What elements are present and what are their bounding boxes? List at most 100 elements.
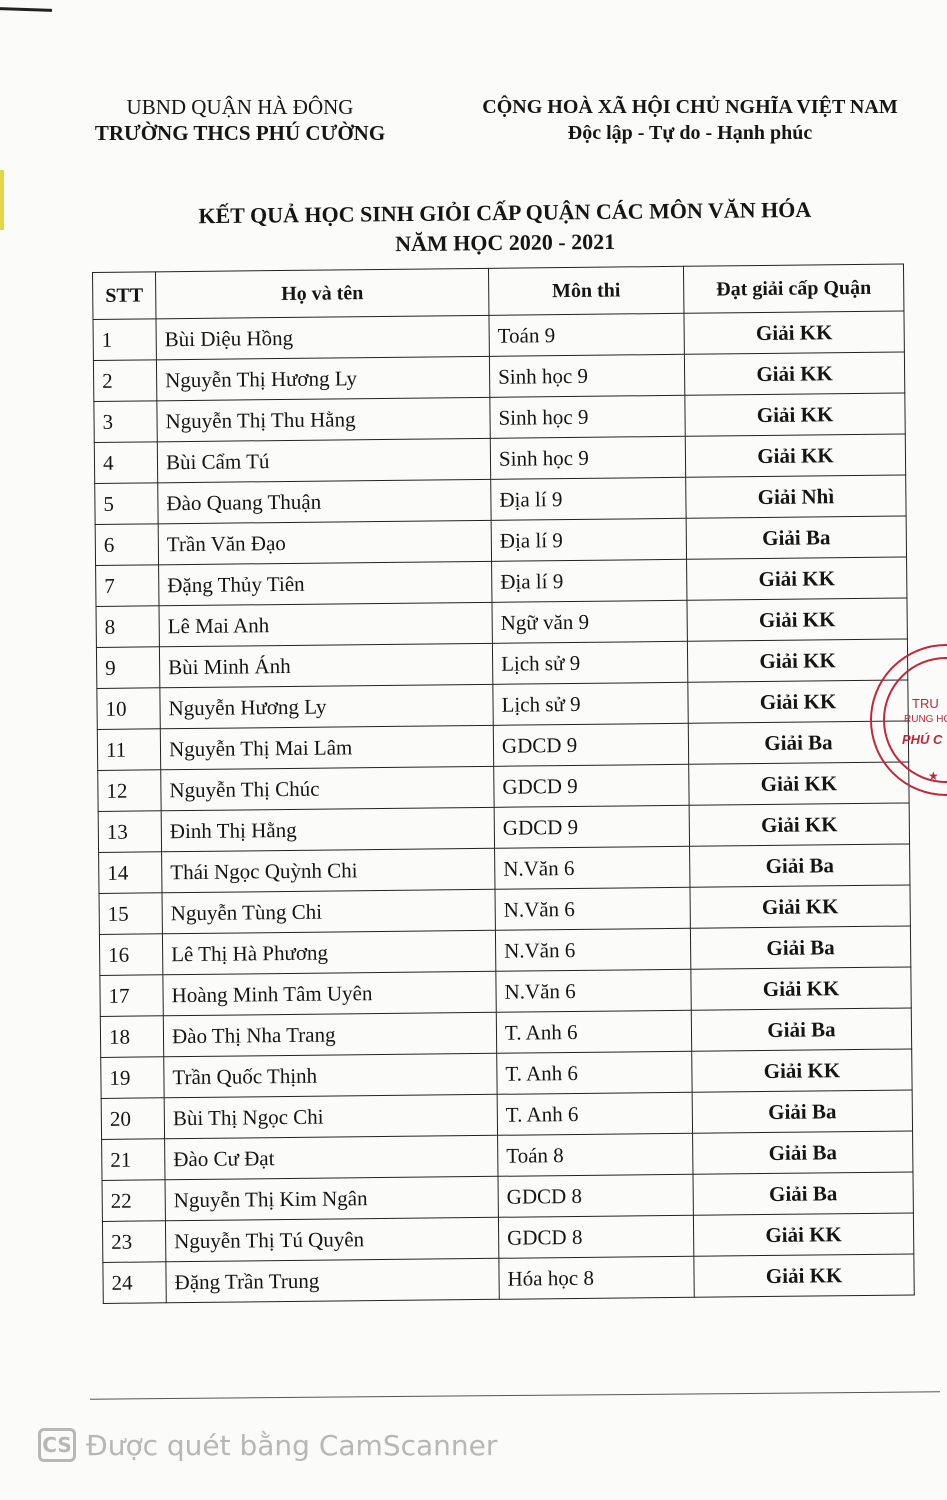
cell-name: Bùi Thị Ngọc Chi — [164, 1094, 498, 1139]
cell-award: Giải Ba — [690, 925, 911, 970]
cell-stt: 13 — [98, 810, 162, 853]
cell-subject: N.Văn 6 — [494, 887, 691, 931]
cell-name: Thái Ngọc Quỳnh Chi — [161, 848, 495, 893]
cell-stt: 18 — [100, 1015, 164, 1058]
cell-award: Giải Nhì — [685, 474, 907, 519]
cell-stt: 7 — [95, 564, 159, 607]
cell-name: Trần Quốc Thịnh — [163, 1053, 498, 1098]
cell-stt: 8 — [96, 605, 160, 648]
cell-name: Hoàng Minh Tâm Uyên — [162, 971, 497, 1016]
cell-name: Nguyễn Thị Mai Lâm — [160, 725, 494, 770]
cell-subject: Toán 9 — [488, 313, 685, 357]
cell-stt: 12 — [97, 769, 162, 812]
cell-award: Giải Ba — [692, 1171, 914, 1216]
school-stamp: TRU RUNG HỌ PHÚ C ★ — [870, 644, 947, 796]
cell-award: Giải Ba — [689, 843, 910, 888]
cell-award: Giải KK — [690, 966, 912, 1011]
cell-name: Đào Quang Thuận — [157, 479, 492, 524]
cell-award: Giải Ba — [692, 1130, 913, 1175]
cell-subject: N.Văn 6 — [494, 846, 690, 890]
header-award: Đạt giải cấp Quận — [683, 264, 904, 314]
school-name: TRƯỜNG THCS PHÚ CƯỜNG — [94, 121, 386, 145]
cell-name: Đặng Trần Trung — [165, 1258, 500, 1303]
cell-award: Giải KK — [684, 351, 905, 396]
cell-award: Giải KK — [693, 1212, 914, 1257]
cell-name: Bùi Diệu Hồng — [155, 315, 490, 360]
cell-award: Giải KK — [686, 556, 907, 601]
document-title: KẾT QUẢ HỌC SINH GIỎI CẤP QUẬN CÁC MÔN V… — [100, 194, 911, 262]
cell-stt: 4 — [94, 441, 158, 484]
svg-text:★: ★ — [928, 769, 939, 783]
cell-name: Nguyễn Thị Tú Quyên — [165, 1217, 499, 1262]
cell-subject: Ngữ văn 9 — [491, 600, 688, 644]
cell-stt: 23 — [102, 1220, 166, 1263]
cell-stt: 6 — [95, 523, 159, 566]
cell-stt: 17 — [99, 974, 164, 1017]
cell-stt: 2 — [93, 359, 157, 402]
cell-stt: 1 — [92, 318, 157, 361]
scan-mark — [0, 7, 53, 12]
header-name: Họ và tên — [155, 268, 489, 319]
table-row: 24 Đặng Trần Trung Hóa học 8 Giải KK — [102, 1253, 915, 1304]
cell-award: Giải KK — [691, 1048, 913, 1093]
cell-subject: N.Văn 6 — [495, 928, 691, 972]
cell-award: Giải Ba — [692, 1089, 913, 1134]
cell-subject: Toán 8 — [497, 1133, 693, 1177]
cell-name: Nguyễn Thị Kim Ngân — [165, 1176, 499, 1221]
cell-award: Giải KK — [685, 433, 906, 478]
cell-stt: 20 — [101, 1097, 165, 1140]
cell-name: Nguyễn Tùng Chi — [162, 889, 496, 934]
cell-subject: GDCD 8 — [498, 1215, 694, 1259]
cell-stt: 24 — [102, 1261, 167, 1304]
cell-stt: 3 — [93, 400, 158, 443]
cell-award: Giải KK — [683, 310, 905, 355]
header-left: UBND QUẬN HÀ ĐÔNG TRƯỜNG THCS PHÚ CƯỜNG — [80, 94, 400, 146]
cell-stt: 15 — [99, 892, 163, 935]
cell-subject: T. Anh 6 — [497, 1092, 693, 1136]
cell-name: Đặng Thủy Tiên — [158, 561, 492, 606]
svg-text:PHÚ C: PHÚ C — [902, 732, 943, 747]
country-name: CỘNG HOÀ XÃ HỘI CHỦ NGHĨA VIỆT NAM — [482, 96, 898, 118]
cell-award: Giải KK — [689, 802, 910, 847]
cell-name: Nguyễn Thị Thu Hằng — [156, 397, 491, 442]
cell-subject: Sinh học 9 — [489, 395, 686, 439]
cell-award: Giải KK — [689, 884, 911, 929]
cell-subject: GDCD 9 — [493, 764, 690, 808]
cell-name: Lê Mai Anh — [158, 602, 493, 647]
cell-award: Giải KK — [686, 597, 908, 642]
cell-stt: 19 — [100, 1056, 165, 1099]
cell-stt: 11 — [97, 728, 161, 771]
motto: Độc lập - Tự do - Hạnh phúc — [567, 122, 813, 144]
header-stt: STT — [92, 271, 156, 320]
cell-award: Giải Ba — [686, 515, 907, 560]
cell-stt: 14 — [98, 851, 163, 894]
district-name: UBND QUẬN HÀ ĐÔNG — [126, 95, 354, 119]
cell-stt: 16 — [99, 933, 163, 976]
cell-subject: Địa lí 9 — [491, 559, 687, 603]
cell-subject: Lịch sử 9 — [492, 641, 688, 685]
cell-subject: Sinh học 9 — [489, 354, 685, 398]
cell-subject: T. Anh 6 — [496, 1051, 693, 1095]
camscanner-logo: CS — [38, 1428, 76, 1462]
cell-subject: GDCD 8 — [497, 1174, 694, 1218]
cell-subject: Sinh học 9 — [490, 436, 686, 480]
cell-subject: Hóa học 8 — [498, 1256, 695, 1300]
header-subject: Môn thi — [488, 266, 684, 316]
cell-subject: N.Văn 6 — [495, 969, 692, 1013]
cell-subject: Địa lí 9 — [490, 477, 687, 521]
cell-subject: GDCD 9 — [494, 805, 690, 849]
cell-name: Lê Thị Hà Phương — [162, 930, 496, 975]
svg-text:TRU: TRU — [912, 696, 939, 711]
cell-stt: 10 — [96, 687, 161, 730]
cell-stt: 21 — [101, 1138, 166, 1181]
cell-award: Giải KK — [693, 1253, 915, 1298]
cell-name: Bùi Cẩm Tú — [157, 438, 491, 483]
table-header-row: STT Họ và tên Môn thi Đạt giải cấp Quận — [92, 264, 904, 320]
cell-award: Giải KK — [684, 392, 906, 437]
cell-name: Nguyễn Thị Hương Ly — [156, 356, 490, 401]
watermark-text: Được quét bằng CamScanner — [86, 1428, 498, 1462]
bottom-line — [90, 1391, 940, 1400]
cell-name: Đào Cư Đạt — [164, 1135, 498, 1180]
camscanner-watermark: CS Được quét bằng CamScanner — [38, 1428, 497, 1462]
cell-name: Trần Văn Đạo — [158, 520, 492, 565]
